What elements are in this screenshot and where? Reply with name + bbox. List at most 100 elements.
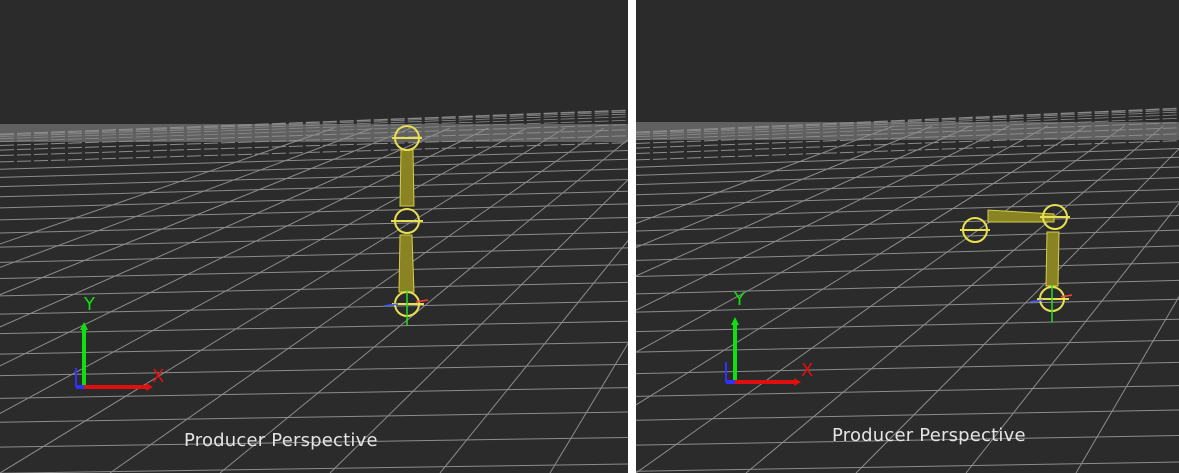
- grid-line: [636, 125, 894, 224]
- floor-grid: [0, 109, 628, 473]
- grid-line: [636, 215, 1179, 232]
- grid-line: [0, 127, 450, 328]
- bone-link-icon[interactable]: [399, 149, 415, 207]
- bone-link-icon[interactable]: [1045, 231, 1060, 287]
- grid-line: [636, 109, 1179, 134]
- grid-line: [0, 387, 628, 399]
- floor-grid: [636, 107, 1179, 473]
- grid-line: [0, 190, 628, 209]
- grid-line: [636, 279, 1179, 295]
- grid-line: [636, 177, 1179, 196]
- grid-line: [636, 108, 1179, 133]
- bone-link-icon[interactable]: [987, 209, 1055, 223]
- grid-line: [636, 318, 1179, 333]
- grid-line: [0, 281, 628, 297]
- grid-line: [0, 158, 628, 178]
- grid-line: [0, 411, 628, 423]
- grid-line: [636, 125, 1087, 406]
- grid-line: [0, 463, 628, 473]
- axis-gizmo-icon: Y X: [75, 294, 164, 391]
- skeleton[interactable]: [960, 204, 1073, 322]
- grid-line: [0, 127, 489, 367]
- axis-gizmo-icon: Y X: [725, 289, 813, 386]
- camera-label: Producer Perspective: [832, 425, 1026, 446]
- grid-line: [636, 114, 1179, 138]
- grid-line: [0, 127, 373, 268]
- grid-line: [0, 341, 628, 355]
- grid-line: [636, 125, 933, 249]
- grid-line: [0, 300, 628, 315]
- grid-line: [636, 117, 1179, 141]
- bone-joint-icon[interactable]: [1029, 285, 1073, 322]
- grid-line: [0, 116, 628, 140]
- grid-line: [636, 434, 1179, 446]
- grid-line: [0, 119, 628, 143]
- grid-line: [0, 247, 628, 263]
- viewport-right[interactable]: Y X Producer Perspective: [636, 0, 1179, 473]
- grid-line: [636, 122, 1179, 144]
- axis-label-x: X: [152, 366, 164, 387]
- viewport-left[interactable]: Y X Producer Perspective: [0, 0, 628, 473]
- grid-line: [0, 111, 628, 136]
- grid-line: [636, 148, 1179, 168]
- grid-line: [636, 125, 1010, 311]
- grid-line: [636, 385, 1179, 397]
- grid-line: [0, 127, 566, 473]
- scene-right: Y X: [636, 107, 1179, 473]
- grid-line: [636, 339, 1179, 353]
- grid-line: [636, 201, 1179, 219]
- axis-label-y: Y: [83, 294, 96, 315]
- grid-line: [636, 111, 1179, 135]
- grid-line: [0, 127, 527, 414]
- bone-joint-icon[interactable]: [392, 125, 422, 151]
- grid-line: [636, 127, 1179, 149]
- grid-line: [549, 342, 628, 473]
- grid-line: [636, 188, 1179, 207]
- grid-line: [636, 409, 1179, 421]
- grid-line: [0, 264, 628, 280]
- grid-line: [636, 461, 1179, 472]
- grid-line: [0, 127, 412, 296]
- bone-link-icon[interactable]: [398, 234, 415, 293]
- grid-line: [0, 135, 628, 157]
- bone-joint-icon[interactable]: [383, 290, 429, 326]
- grid-line: [636, 156, 1179, 176]
- skeleton[interactable]: [383, 125, 429, 326]
- grid-line: [0, 113, 628, 137]
- grid-line: [855, 148, 1179, 473]
- grid-line: [636, 245, 1179, 261]
- grid-line: [745, 125, 1164, 473]
- axis-label-x: X: [801, 360, 813, 381]
- grid-line: [329, 179, 628, 473]
- grid-line: [0, 129, 628, 151]
- grid-line: [0, 363, 628, 377]
- scene-left: Y X: [0, 109, 628, 473]
- grid-horizon: [636, 122, 1179, 140]
- grid-line: [636, 125, 971, 277]
- grid-line: [0, 320, 628, 335]
- grid-line: [0, 168, 628, 188]
- grid-line: [0, 110, 628, 135]
- grid-line: [636, 140, 1179, 161]
- bone-joint-icon[interactable]: [391, 208, 423, 234]
- grid-line: [0, 203, 628, 221]
- grid-line: [636, 133, 1179, 155]
- axis-label-y: Y: [733, 289, 746, 310]
- grid-line: [0, 231, 628, 248]
- grid-line: [636, 361, 1179, 375]
- bone-joint-icon[interactable]: [960, 217, 990, 243]
- grid-line: [0, 150, 628, 170]
- grid-line: [636, 125, 1048, 353]
- grid-line: [219, 138, 628, 473]
- grid-line: [0, 436, 628, 448]
- grid-line: [0, 127, 335, 245]
- grid-line: [636, 298, 1179, 313]
- grid-line: [1075, 295, 1179, 473]
- bone-joint-icon[interactable]: [1040, 204, 1070, 230]
- grid-line: [109, 127, 604, 473]
- grid-line: [439, 239, 628, 473]
- grid-line: [0, 217, 628, 234]
- camera-label: Producer Perspective: [184, 430, 378, 451]
- grid-line: [965, 202, 1179, 473]
- grid-line: [636, 125, 1125, 473]
